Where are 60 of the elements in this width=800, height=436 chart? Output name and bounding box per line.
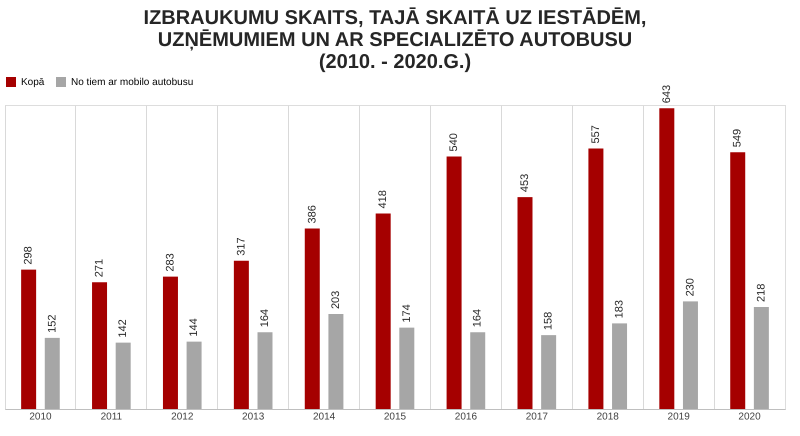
data-label: 158 <box>542 312 555 330</box>
bar <box>446 156 462 409</box>
x-tick-label: 2015 <box>384 412 407 422</box>
bar <box>754 307 769 409</box>
legend-label: Kopā <box>21 77 45 88</box>
x-tick-label: 2019 <box>668 412 690 422</box>
data-label: 549 <box>732 128 744 148</box>
bar <box>541 335 556 409</box>
bar <box>588 148 604 409</box>
data-label: 643 <box>660 84 673 104</box>
bar <box>612 323 628 409</box>
data-label: 183 <box>614 300 626 318</box>
bar <box>304 228 320 409</box>
data-label: 164 <box>472 308 484 328</box>
x-tick-label: 2018 <box>596 412 620 422</box>
data-label: 164 <box>259 308 271 328</box>
x-tick-label: 2012 <box>171 412 194 422</box>
x-tick-label: 2010 <box>29 412 52 422</box>
data-label: 152 <box>46 314 58 333</box>
text: UZŅĒMUMIEM UN AR SPECIALIZĒTO AUTOBUSU <box>158 29 632 51</box>
bar <box>328 314 344 409</box>
bar <box>234 260 249 409</box>
bar <box>470 332 486 409</box>
text: IZBRAUKUMU SKAITS, TAJĀ SKAITĀ UZ IESTĀDĒM, <box>144 7 646 29</box>
data-label: 144 <box>188 318 200 337</box>
bar <box>682 301 698 409</box>
bar <box>116 342 131 409</box>
bar <box>21 270 36 409</box>
text: (2010. - 2020.G.) <box>318 51 472 73</box>
bar <box>730 152 746 409</box>
bar <box>399 328 414 409</box>
data-label: 453 <box>519 174 531 192</box>
data-label: 142 <box>117 319 130 338</box>
bar <box>162 276 178 409</box>
bar <box>376 214 391 409</box>
x-tick-label: 2020 <box>738 412 762 422</box>
data-label: 271 <box>94 258 106 278</box>
legend-label: No tiem ar mobilo autobusu <box>71 77 194 88</box>
bar <box>44 338 60 409</box>
x-tick-label: 2013 <box>242 412 265 422</box>
x-tick-label: 2014 <box>312 412 336 422</box>
data-label: 283 <box>164 253 176 272</box>
x-tick-label: 2017 <box>526 412 548 422</box>
data-label: 203 <box>330 290 342 310</box>
bar <box>518 197 532 409</box>
data-label: 218 <box>755 284 768 302</box>
data-label: 230 <box>684 278 696 296</box>
bar <box>92 282 108 409</box>
x-tick-label: 2011 <box>100 412 123 422</box>
data-label: 298 <box>22 246 35 265</box>
data-label: 174 <box>400 304 413 323</box>
bar <box>258 332 272 409</box>
data-label: 317 <box>235 237 248 256</box>
data-label: 418 <box>377 190 390 209</box>
data-label: 540 <box>448 133 460 152</box>
x-tick-label: 2016 <box>454 412 478 422</box>
bar <box>186 342 202 409</box>
data-label: 386 <box>306 205 318 224</box>
data-label: 557 <box>590 125 602 144</box>
bar <box>659 108 674 409</box>
